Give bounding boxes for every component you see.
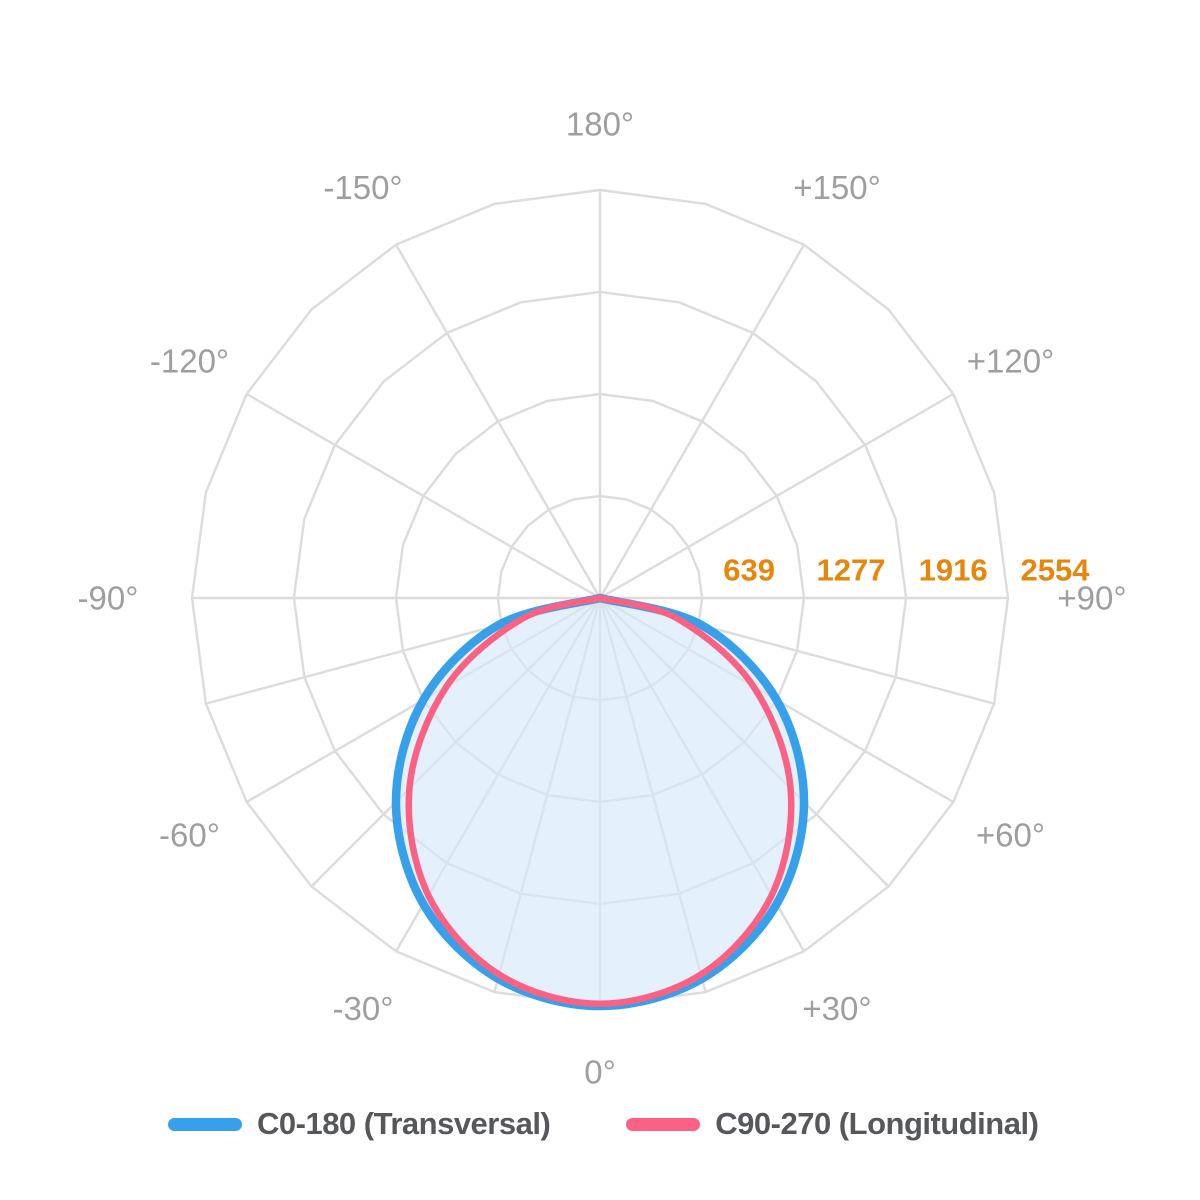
legend-swatch-c0-180 [168, 1117, 242, 1131]
angle-tick-label: -120° [150, 343, 229, 380]
angle-tick-label: -90° [78, 580, 139, 617]
angle-tick-label: -30° [333, 990, 394, 1027]
grid-spoke [394, 244, 602, 599]
angle-tick-label: -60° [159, 817, 220, 854]
chart-legend: C0-180 (Transversal) C90-270 (Longitudin… [168, 1103, 1039, 1145]
legend-label-c90-270: C90-270 (Longitudinal) [715, 1106, 1039, 1141]
angle-tick-label: 180° [566, 106, 634, 143]
series-curve-c90-270 [405, 594, 795, 1008]
angle-tick-label: +30° [802, 990, 871, 1027]
radial-tick-label: 2554 [1021, 553, 1091, 588]
angle-tick-label: +120° [967, 343, 1055, 380]
legend-item-c0-180[interactable]: C0-180 (Transversal) [168, 1106, 551, 1142]
legend-swatch-c90-270 [626, 1117, 701, 1131]
grid-spoke [246, 392, 601, 600]
angle-tick-label: -150° [323, 169, 402, 206]
beam-fill [395, 598, 805, 1006]
radial-tick-label: 1916 [919, 553, 988, 588]
grid-spoke [599, 392, 954, 600]
chart-labels: 0° +30° +60° +90° +120° +150° 180° -150° -120° -9… [78, 106, 1127, 1091]
curve-series [391, 593, 809, 1011]
angle-tick-label: +90° [1057, 580, 1126, 617]
legend-label-c0-180: C0-180 (Transversal) [257, 1106, 551, 1141]
radial-tick-label: 639 [723, 553, 775, 588]
radial-tick-label: 1277 [817, 553, 886, 588]
angle-tick-label: +60° [976, 817, 1045, 854]
curve-fill [395, 598, 805, 1006]
angle-tick-label: 0° [584, 1054, 616, 1091]
legend-item-c90-270[interactable]: C90-270 (Longitudinal) [626, 1106, 1039, 1142]
grid-spoke [598, 244, 806, 599]
angle-tick-label: +150° [793, 169, 881, 206]
